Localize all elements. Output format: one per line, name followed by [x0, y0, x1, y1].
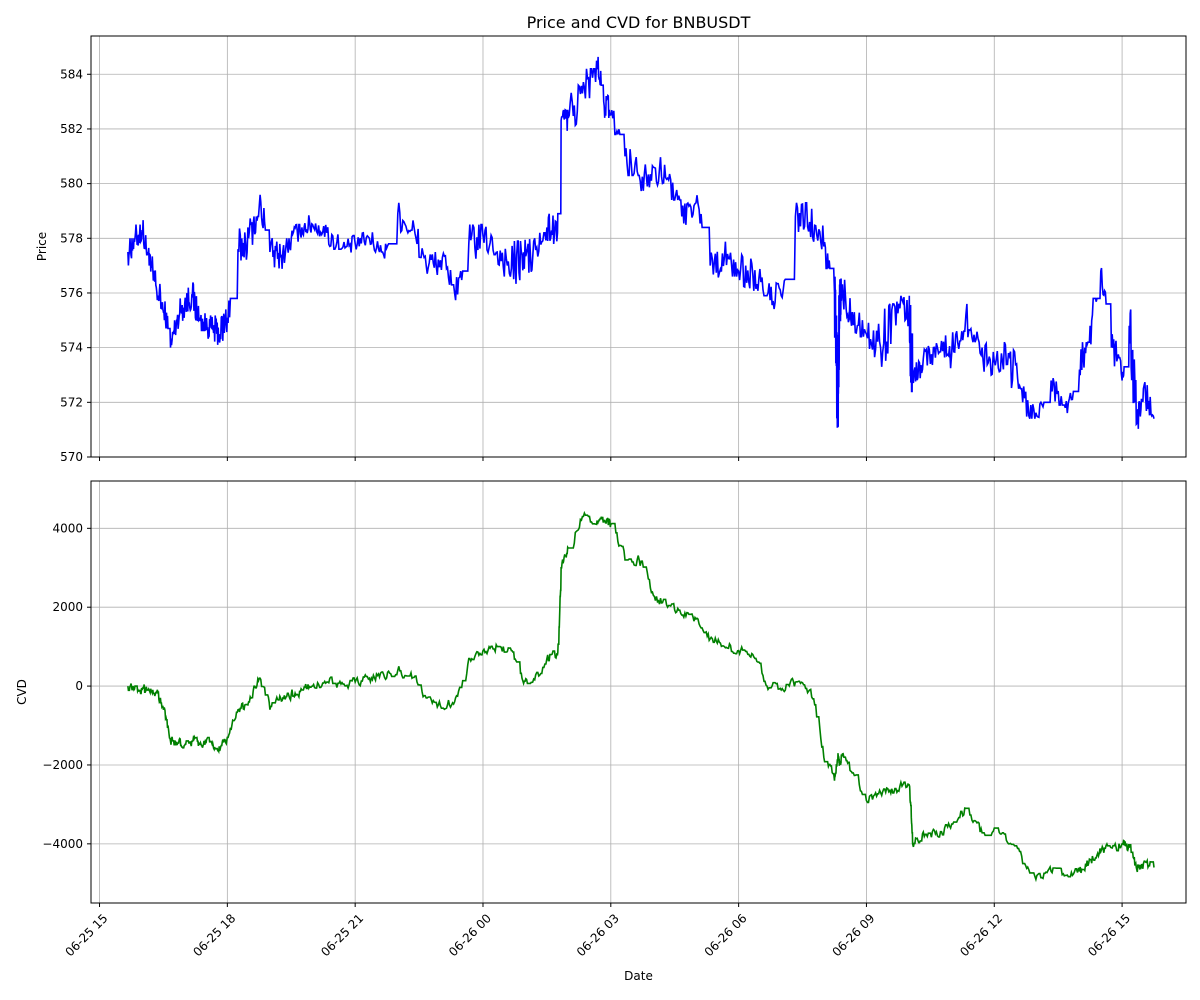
y-tick-label: 578: [60, 231, 83, 245]
cvd-axes-frame: [90, 480, 1187, 904]
price-axes-frame: [90, 35, 1187, 458]
x-tick-label: 06-26 12: [957, 911, 1005, 959]
y-tick-label: 572: [60, 395, 83, 409]
x-tick-label: 06-26 06: [702, 911, 750, 959]
y-tick-label: 582: [60, 122, 83, 136]
price-y-axis: 570 572 574 576 578 580 582 584: [60, 67, 91, 464]
y-tick-label: 4000: [52, 521, 83, 535]
x-tick-label: 06-26 03: [574, 911, 622, 959]
y-tick-label: 576: [60, 286, 83, 300]
price-grid: [91, 36, 1186, 458]
y-tick-label: 574: [60, 341, 83, 355]
price-x-axis: [99, 457, 1123, 461]
x-tick-label: 06-25 15: [63, 911, 111, 959]
x-tick-label: 06-26 09: [829, 911, 877, 959]
cvd-x-axis: 06-25 15 06-25 18 06-25 21 06-26 00 06-26 03…: [63, 903, 1133, 959]
cvd-series-line: [127, 510, 1155, 883]
y-tick-label: −2000: [42, 758, 83, 772]
y-tick-label: 570: [60, 450, 83, 464]
y-tick-label: −4000: [42, 837, 83, 851]
x-axis-label: Date: [624, 969, 653, 983]
price-panel: 570 572 574 576 578 580 582 584 Price: [35, 35, 1187, 464]
x-tick-label: 06-25 21: [318, 911, 366, 959]
x-tick-label: 06-26 00: [446, 911, 494, 959]
x-tick-label: 06-25 18: [190, 911, 238, 959]
y-tick-label: 2000: [52, 600, 83, 614]
cvd-y-axis: −4000 −2000 0 2000 4000: [42, 521, 91, 851]
y-tick-label: 584: [60, 67, 83, 81]
chart-title: Price and CVD for BNBUSDT: [527, 13, 751, 32]
y-tick-label: 580: [60, 177, 83, 191]
price-y-axis-label: Price: [35, 232, 49, 261]
price-series-line: [127, 56, 1155, 429]
cvd-grid: [91, 481, 1186, 903]
y-tick-label: 0: [75, 679, 83, 693]
x-tick-label: 06-26 15: [1085, 911, 1133, 959]
cvd-y-axis-label: CVD: [15, 679, 29, 705]
